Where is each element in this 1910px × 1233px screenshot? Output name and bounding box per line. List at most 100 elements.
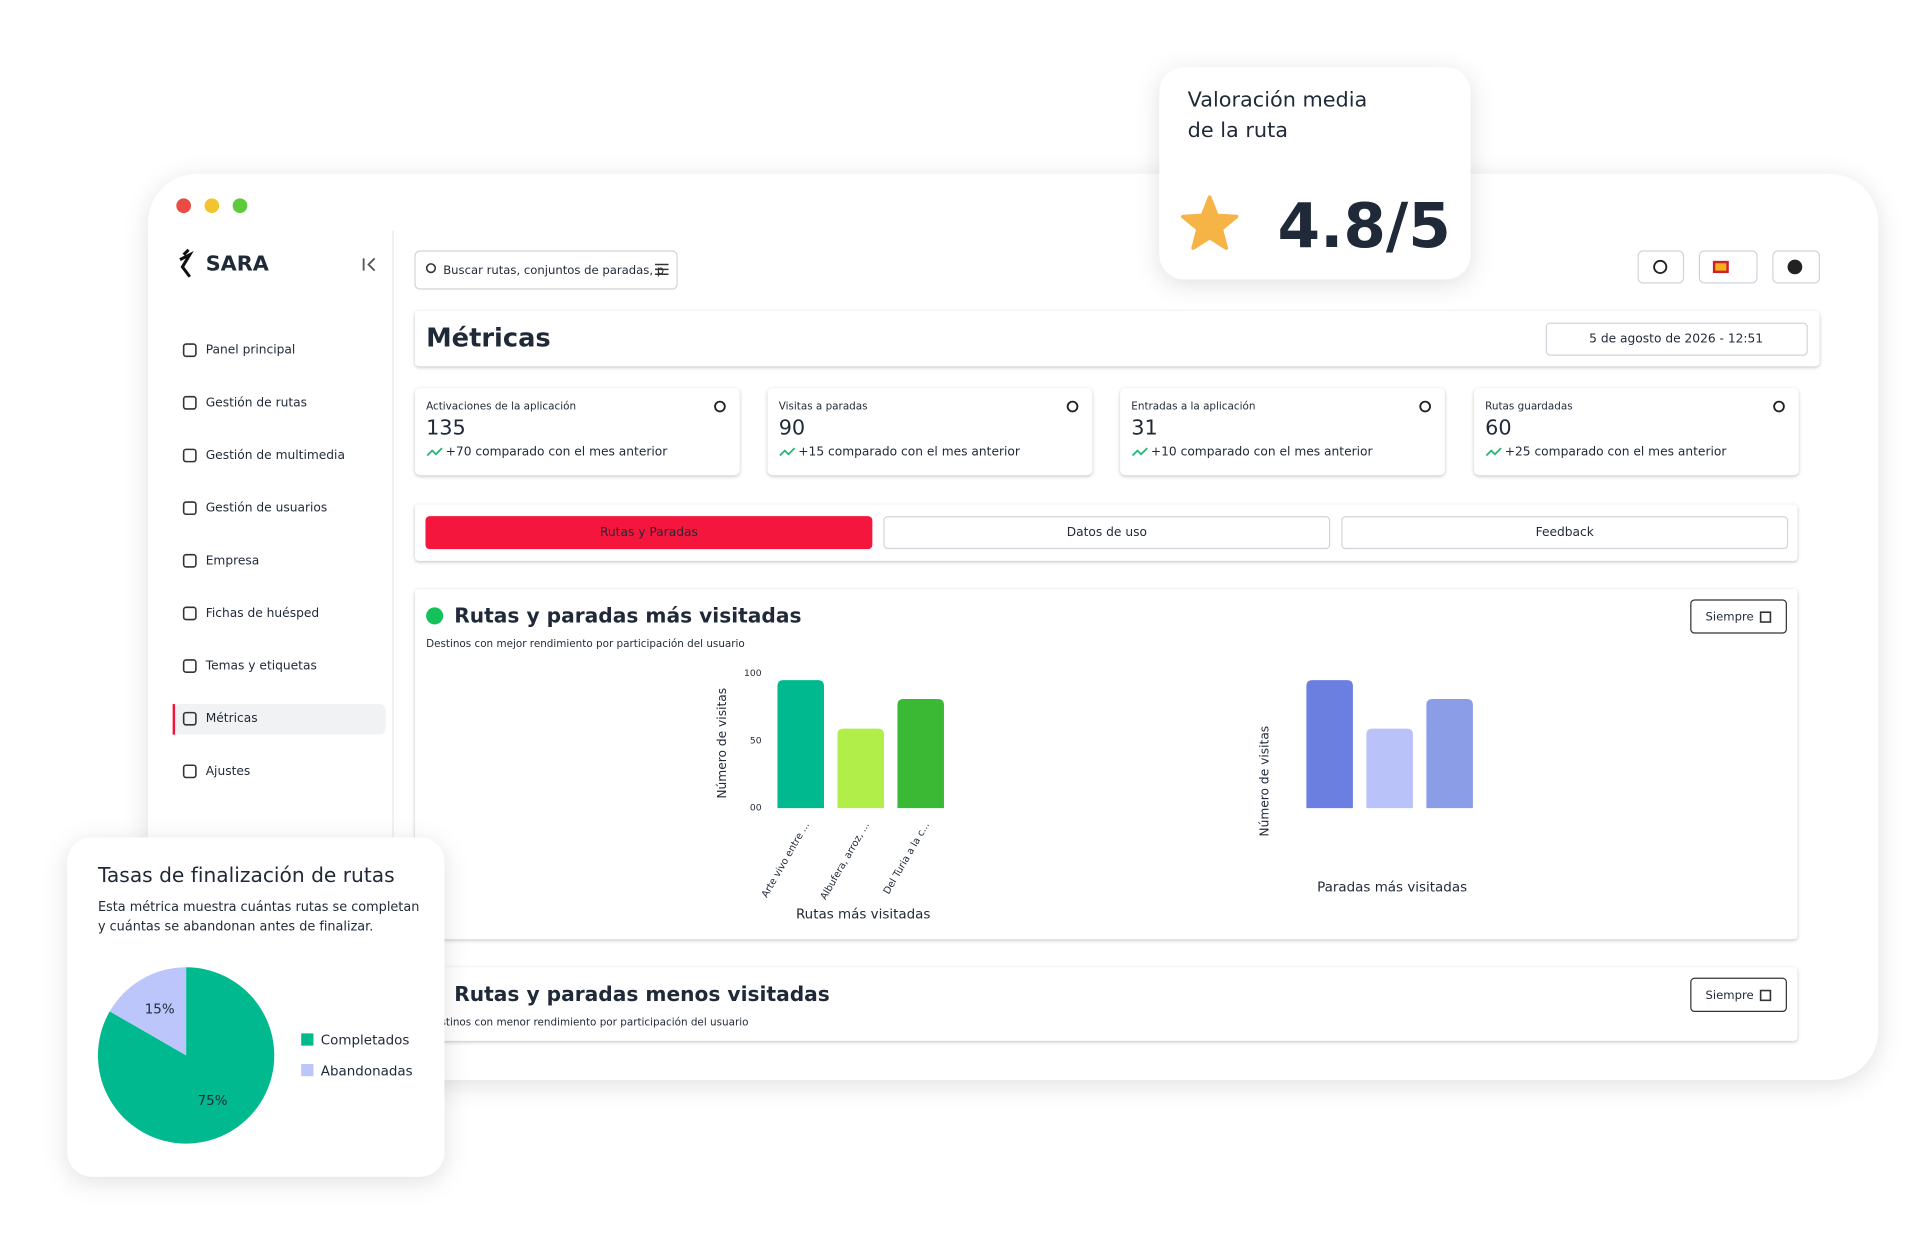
stat-label: Entradas a la aplicación — [1131, 401, 1255, 413]
stat-icon — [1066, 400, 1079, 413]
nav-item[interactable]: Panel principal — [206, 343, 296, 357]
stat-trend: +25 comparado con el mes anterior — [1505, 444, 1728, 458]
section-title: Rutas y paradas más visitadas — [454, 604, 801, 628]
stat-value: 135 — [426, 416, 466, 440]
section-card — [415, 588, 1798, 940]
nav-active-bar — [172, 704, 176, 735]
rating-title: de la ruta — [1188, 118, 1288, 142]
x-axis-label: Rutas más visitadas — [796, 907, 930, 923]
window-dot — [232, 198, 248, 214]
date: 5 de agosto de 2026 - 12:51 — [1589, 332, 1763, 346]
nav-item[interactable]: Gestión de multimedia — [206, 448, 345, 462]
nav-item[interactable]: Temas y etiquetas — [205, 659, 317, 673]
tab-label: Datos de uso — [1067, 525, 1147, 539]
nav-item[interactable]: Gestión de usuarios — [206, 501, 328, 515]
nav-icon — [182, 711, 197, 726]
stat-card — [767, 388, 1093, 476]
search-placeholder: Buscar rutas, conjuntos de paradas, p — [443, 263, 664, 277]
top-button[interactable] — [1637, 250, 1685, 284]
window-dot — [204, 198, 220, 214]
nav-icon — [182, 448, 197, 463]
pie-label: 75% — [198, 1094, 228, 1109]
pie-slice — [97, 967, 275, 1144]
filter-label: Siempre — [1706, 988, 1754, 1002]
header-card — [415, 311, 1820, 367]
collapse-icon[interactable] — [362, 257, 376, 272]
nav-item[interactable]: Ajustes — [206, 764, 251, 778]
brand: SARA — [206, 251, 269, 275]
search-box[interactable] — [414, 250, 678, 290]
trend-icon — [426, 447, 443, 457]
user-icon — [1787, 259, 1803, 275]
stat-trend: +10 comparado con el mes anterior — [1151, 444, 1374, 458]
search-icon — [425, 263, 437, 274]
section-title: Rutas y paradas menos visitadas — [454, 982, 830, 1006]
rating-title: Valoración media — [1188, 87, 1368, 111]
tab-label: Feedback — [1536, 525, 1595, 539]
filter-button[interactable] — [1690, 599, 1787, 634]
theme-icon — [1653, 259, 1668, 274]
stat-value: 60 — [1485, 416, 1511, 440]
calendar-icon — [1759, 611, 1772, 623]
y-axis-label: Número de visitas — [715, 688, 729, 799]
nav-item[interactable]: Gestión de rutas — [206, 395, 307, 409]
bar — [897, 699, 944, 809]
nav-item[interactable]: Fichas de huésped — [206, 606, 319, 620]
nav-icon — [182, 606, 197, 621]
calendar-icon — [1759, 989, 1772, 1002]
nav-icon — [182, 395, 197, 410]
stat-trend: +15 comparado con el mes anterior — [798, 444, 1021, 458]
stat-label: Visitas a paradas — [779, 401, 868, 413]
completion-desc: Esta métrica muestra cuántas rutas se co… — [98, 900, 419, 915]
stat-label: Activaciones de la aplicación — [426, 401, 576, 413]
stat-icon — [714, 400, 726, 413]
section-subtitle: Destinos con mejor rendimiento por parti… — [426, 638, 745, 650]
tab-label: Rutas y Paradas — [600, 525, 698, 539]
rating-value: 4.8/5 — [1278, 191, 1451, 262]
trend-icon — [1485, 447, 1502, 457]
x-axis-label: Paradas más visitadas — [1317, 880, 1467, 896]
y-tick-label: 100 — [744, 668, 762, 679]
section-dot — [426, 607, 444, 625]
y-tick-label: 50 — [750, 735, 762, 746]
stat-value: 90 — [779, 416, 805, 440]
bar — [1426, 699, 1473, 809]
legend-label: Abandonadas — [321, 1064, 413, 1079]
logo-icon — [179, 248, 194, 278]
stat-label: Rutas guardadas — [1485, 401, 1572, 413]
y-tick-label: 00 — [750, 803, 762, 814]
stat-trend: +70 comparado con el mes anterior — [446, 444, 669, 458]
legend-swatch — [301, 1064, 314, 1077]
trend-icon — [779, 447, 796, 457]
stat-card — [1120, 388, 1445, 476]
flag-icon — [1712, 260, 1729, 274]
section-card — [415, 967, 1798, 1041]
nav-icon — [182, 501, 197, 516]
date-box — [1545, 322, 1808, 356]
filter-button[interactable] — [1690, 977, 1787, 1012]
y-axis-label: Número de visitas — [1257, 726, 1271, 837]
nav-icon — [182, 553, 197, 568]
tab[interactable] — [1341, 516, 1789, 550]
bar — [777, 680, 824, 809]
tab[interactable] — [883, 516, 1331, 550]
section-subtitle: Destinos con menor rendimiento por parti… — [426, 1016, 748, 1028]
trend-icon — [1131, 447, 1148, 457]
bar — [1306, 680, 1353, 809]
tab[interactable] — [425, 516, 873, 550]
filter-label: Siempre — [1706, 610, 1754, 624]
stat-icon — [1773, 400, 1785, 413]
pie-label: 15% — [145, 1003, 175, 1018]
stat-icon — [1419, 400, 1431, 413]
stat-card — [1474, 388, 1799, 476]
bar — [1366, 728, 1413, 809]
stat-value: 31 — [1131, 416, 1157, 440]
nav-active-bg — [173, 704, 386, 735]
bar — [837, 728, 884, 809]
nav-item[interactable]: Métricas — [206, 711, 258, 725]
legend-label: Completados — [321, 1034, 410, 1049]
nav-item[interactable]: Empresa — [206, 553, 260, 567]
completion-desc: y cuántas se abandonan antes de finaliza… — [98, 919, 373, 934]
rating-card — [1159, 67, 1471, 280]
